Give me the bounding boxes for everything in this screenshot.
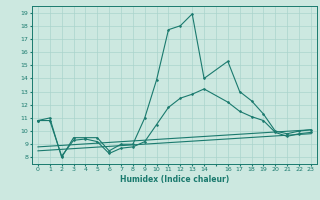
X-axis label: Humidex (Indice chaleur): Humidex (Indice chaleur) (120, 175, 229, 184)
